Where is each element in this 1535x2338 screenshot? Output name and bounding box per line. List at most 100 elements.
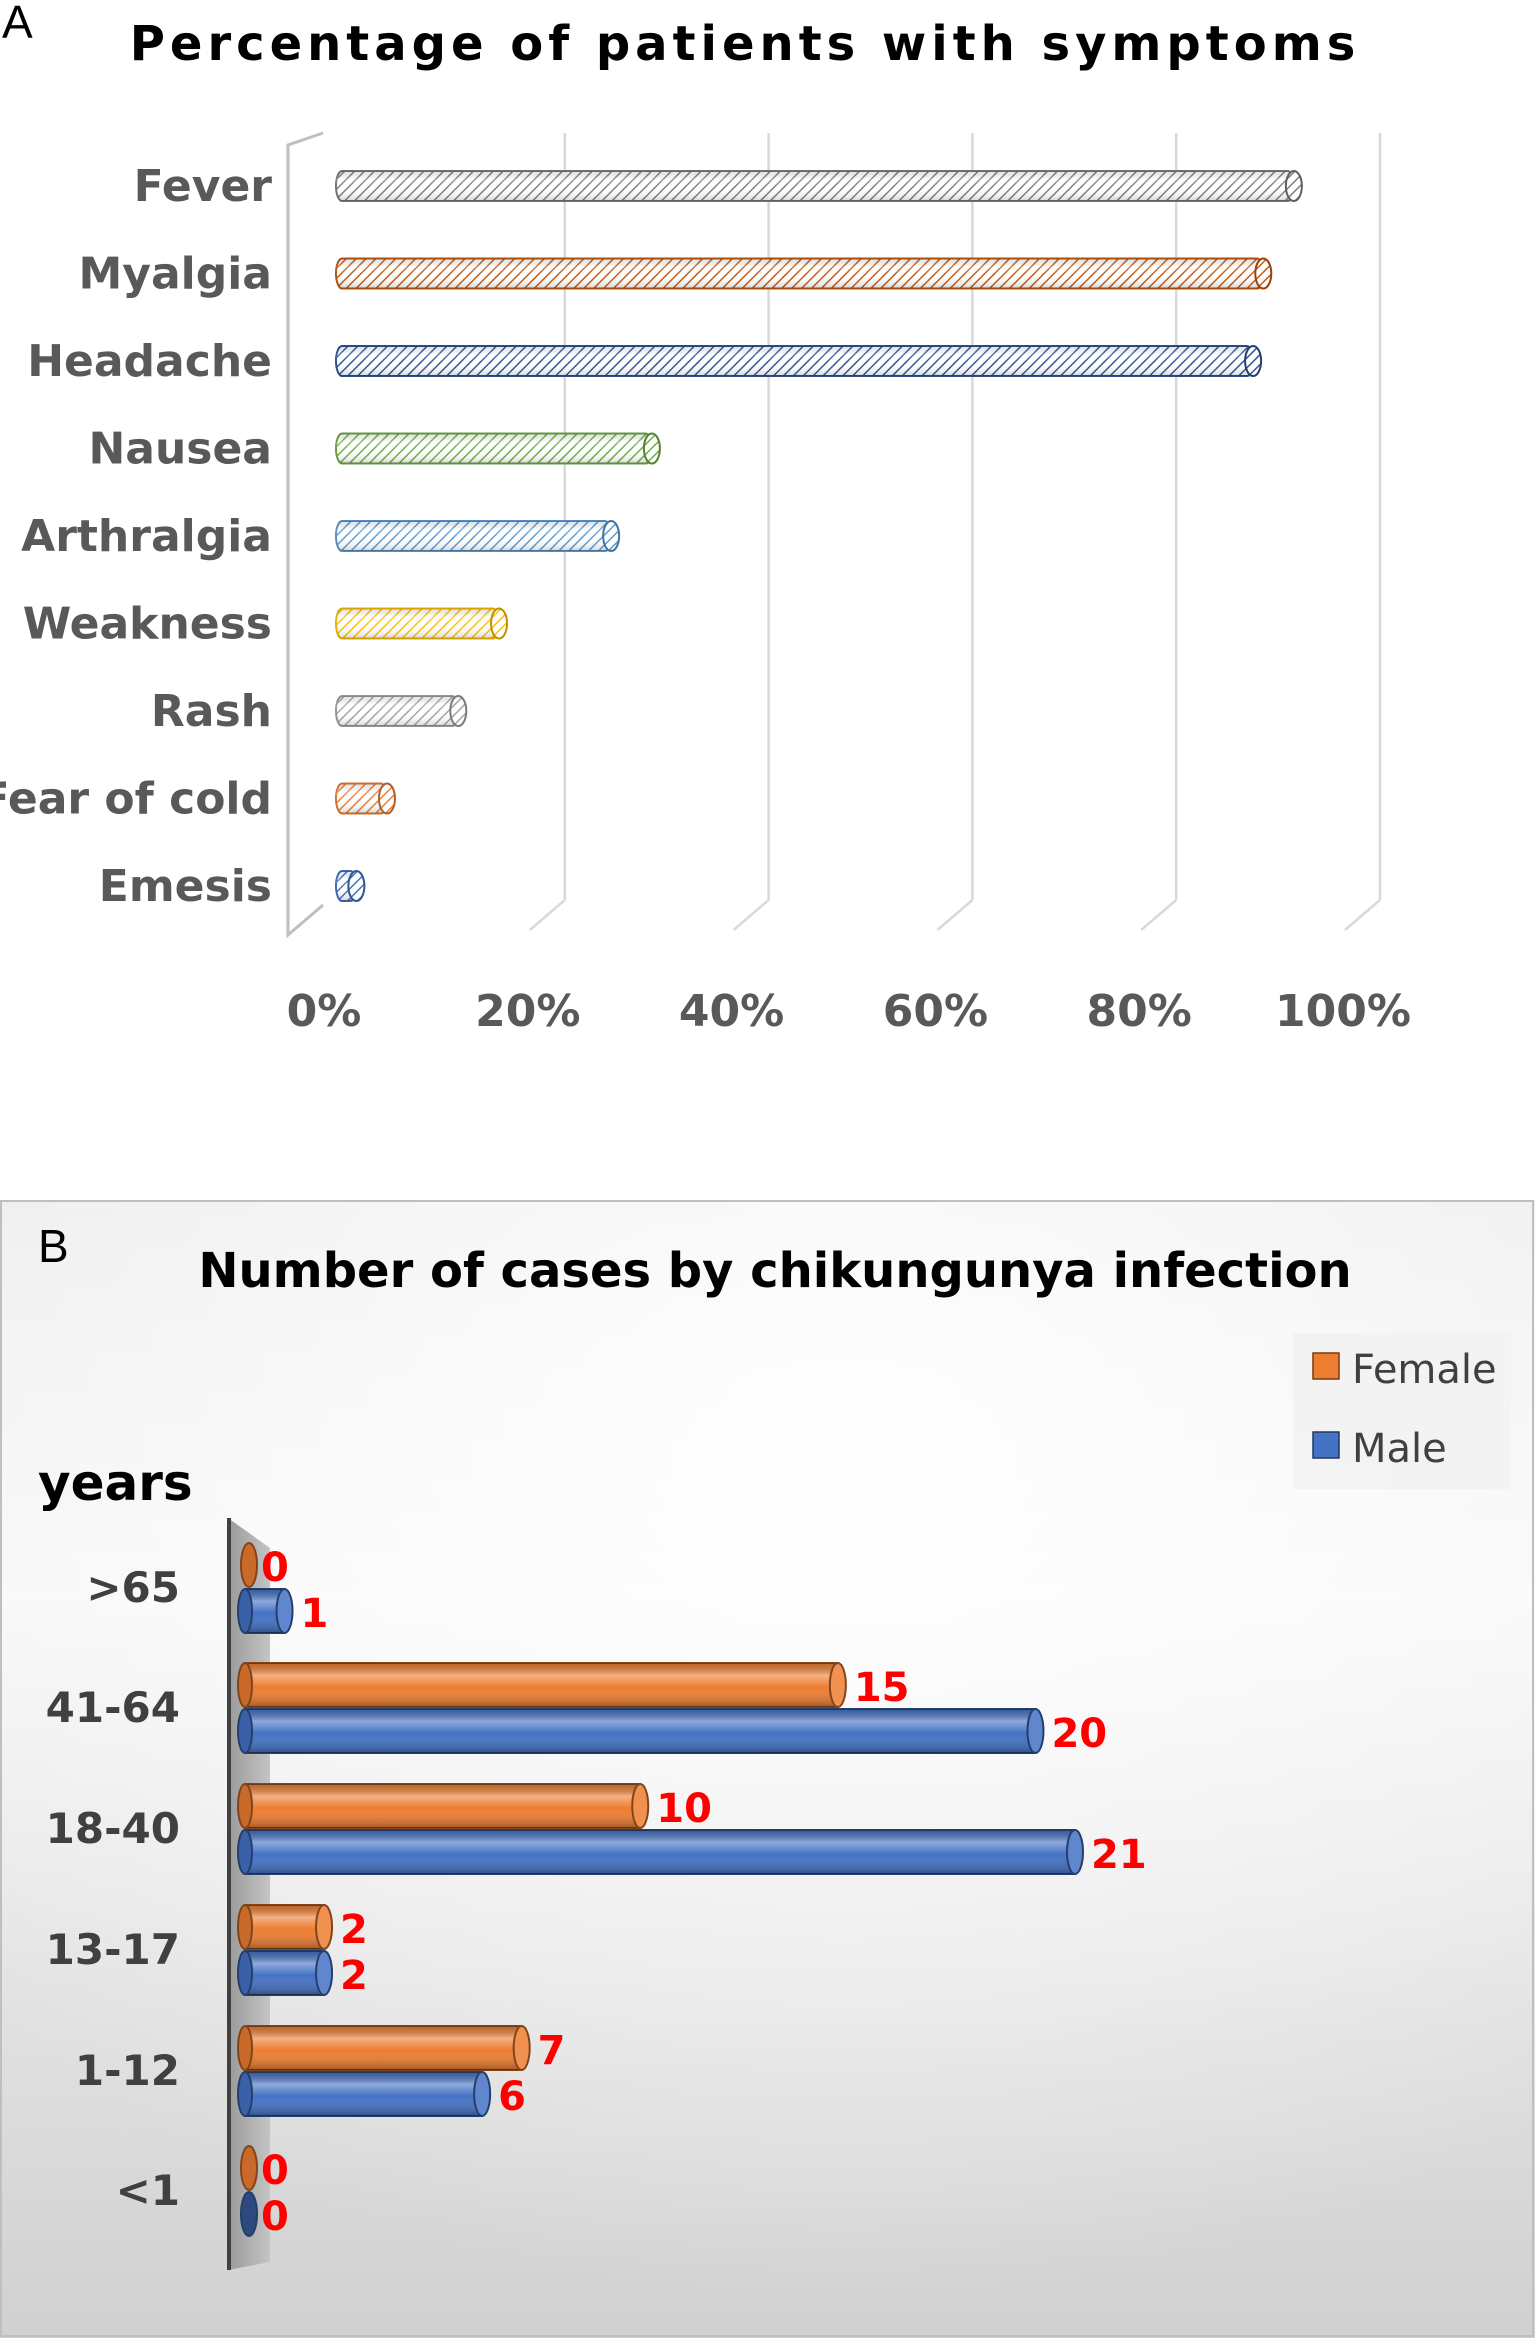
- bar-base-cap: [237, 1708, 253, 1754]
- bar-zero-cap: [240, 2191, 258, 2237]
- bar-female-lt-1: [240, 2145, 258, 2191]
- bar-female-gt-65: [240, 1542, 258, 1588]
- bar-cap: [449, 695, 468, 727]
- bar-end-cap: [473, 2071, 492, 2117]
- bar-fear-of-cold: [335, 782, 396, 815]
- panel-b-letter: B: [38, 1220, 69, 1272]
- data-label-female-41-64: 15: [854, 1665, 910, 1711]
- data-label-female-13-17: 2: [340, 1907, 368, 1953]
- bar-headache: [335, 345, 1263, 377]
- category-label-1-12: 1-12: [75, 2046, 180, 2095]
- bar-end-cap: [315, 1950, 334, 1996]
- category-label-gt-65: >65: [86, 1563, 180, 1612]
- data-label-female-1-12: 7: [538, 2028, 566, 2074]
- bar-cap: [1284, 170, 1303, 202]
- bar-male-gt-65: [237, 1588, 294, 1634]
- bar-cap: [347, 870, 366, 902]
- bar-cap: [1254, 257, 1273, 290]
- category-label-13-17: 13-17: [46, 1925, 180, 1974]
- bar-end-cap: [631, 1783, 650, 1829]
- legend-swatch-female: [1312, 1352, 1340, 1380]
- category-label-nausea: Nausea: [88, 424, 272, 475]
- panel-a-letter: A: [2, 0, 33, 48]
- data-label-female-18-40: 10: [656, 1786, 712, 1832]
- bar-zero-cap: [240, 2145, 258, 2191]
- gridline-floor: [1140, 899, 1178, 931]
- bar-zero-cap: [240, 1542, 258, 1588]
- chart-b-bars: [237, 1542, 1084, 2237]
- data-label-female-lt-1: 0: [261, 2148, 289, 2194]
- category-label-fear-of-cold: Fear of cold: [0, 774, 272, 825]
- bar-rash: [335, 695, 468, 727]
- tick-label-100: 100%: [1275, 986, 1411, 1037]
- legend-label-male: Male: [1352, 1426, 1447, 1472]
- bar-shading: [336, 258, 1264, 289]
- data-label-male-lt-1: 0: [261, 2194, 289, 2240]
- data-label-female-gt-65: 0: [261, 1545, 289, 1591]
- chart-a-side-wall: [286, 131, 324, 939]
- bar-base-cap: [237, 1662, 253, 1708]
- category-label-weakness: Weakness: [23, 599, 272, 650]
- category-label-41-64: 41-64: [46, 1683, 180, 1732]
- bar-shading: [245, 1784, 641, 1828]
- bar-fever: [335, 170, 1303, 202]
- panel-a: A Percentage of patients with symptoms F…: [0, 0, 1411, 1037]
- bar-male-18-40: [237, 1829, 1084, 1875]
- chart-b-border: [0, 1200, 1534, 2337]
- bar-end-cap: [1066, 1829, 1084, 1875]
- bar-female-18-40: [237, 1783, 650, 1829]
- bar-male-41-64: [237, 1708, 1045, 1754]
- category-label-18-40: 18-40: [46, 1804, 180, 1853]
- bar-myalgia: [335, 257, 1273, 290]
- chart-b-category-labels: >65 41-64 18-40 13-17 1-12 <1: [46, 1563, 180, 2215]
- bar-cap: [490, 607, 509, 640]
- chart-b-title: Number of cases by chikungunya infection: [198, 1243, 1351, 1299]
- category-label-rash: Rash: [151, 686, 272, 737]
- bar-female-1-12: [237, 2025, 531, 2071]
- bar-shading: [336, 783, 387, 814]
- tick-label-40: 40%: [679, 986, 784, 1037]
- chart-a-gridlines: [528, 133, 1382, 931]
- chart-b-legend: Female Male: [1293, 1333, 1511, 1489]
- bar-shading: [245, 2072, 483, 2116]
- bar-nausea: [335, 432, 661, 465]
- bar-shading: [245, 1951, 325, 1995]
- category-label-arthralgia: Arthralgia: [21, 511, 272, 562]
- bar-end-cap: [1026, 1708, 1045, 1754]
- bar-emesis: [335, 870, 366, 902]
- bar-shading: [336, 171, 1294, 201]
- bar-base-cap: [237, 1950, 253, 1996]
- bar-end-cap: [512, 2025, 531, 2071]
- category-label-lt-1: <1: [116, 2166, 180, 2215]
- bar-male-lt-1: [240, 2191, 258, 2237]
- chart-a-category-labels: Fever Myalgia Headache Nausea Arthralgia Weak…: [0, 161, 272, 912]
- category-label-headache: Headache: [27, 336, 272, 387]
- data-label-male-41-64: 20: [1051, 1711, 1107, 1757]
- bar-end-cap: [828, 1662, 847, 1708]
- bar-shading: [245, 1709, 1036, 1753]
- tick-label-80: 80%: [1087, 986, 1192, 1037]
- tick-label-60: 60%: [883, 986, 988, 1037]
- chart-b-years-label: years: [38, 1454, 193, 1512]
- bar-female-41-64: [237, 1662, 847, 1708]
- bar-base-cap: [237, 1904, 253, 1950]
- panel-b: B Number of cases by chikungunya infecti…: [0, 1200, 1535, 2338]
- data-label-male-gt-65: 1: [301, 1591, 329, 1637]
- bar-arthralgia: [335, 520, 621, 552]
- bar-cap: [642, 432, 661, 465]
- data-label-male-1-12: 6: [498, 2074, 526, 2120]
- category-label-emesis: Emesis: [99, 861, 272, 912]
- chart-a-tick-labels: 0% 20% 40% 60% 80% 100%: [287, 986, 1411, 1037]
- gridline-floor: [732, 899, 770, 931]
- data-label-male-18-40: 21: [1091, 1832, 1147, 1878]
- gridline-floor: [1344, 899, 1381, 931]
- bar-cap: [1244, 345, 1263, 377]
- bar-shading: [245, 1830, 1075, 1874]
- gridline-floor: [936, 899, 974, 931]
- bar-shading: [245, 1905, 325, 1949]
- bar-shading: [336, 521, 612, 551]
- chart-a-walls: [286, 131, 324, 939]
- bar-shading: [245, 1663, 838, 1707]
